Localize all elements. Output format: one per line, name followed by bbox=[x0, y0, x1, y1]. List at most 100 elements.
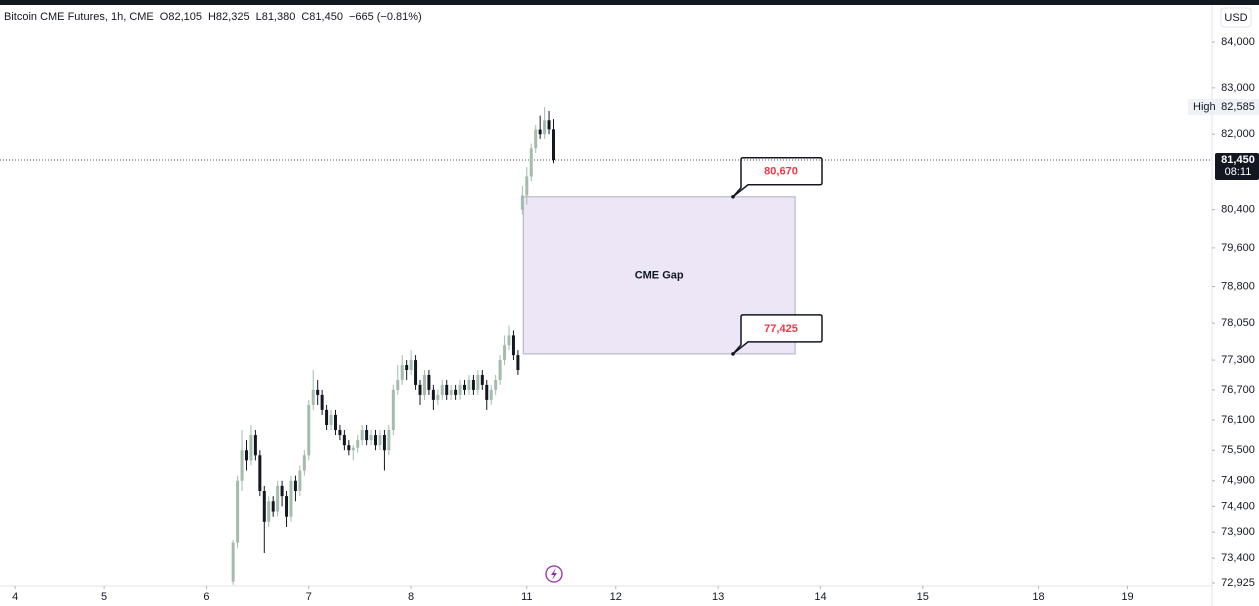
candle-body bbox=[262, 490, 266, 522]
candle-body bbox=[418, 384, 422, 395]
candle-body bbox=[440, 384, 444, 395]
y-tick-label: 74,900 bbox=[1221, 475, 1255, 487]
candle-body bbox=[507, 335, 511, 346]
candle-body bbox=[369, 435, 373, 441]
candle-body bbox=[298, 470, 302, 491]
y-tick-label: 72,925 bbox=[1221, 577, 1255, 589]
candle-body bbox=[320, 394, 324, 410]
callout-box bbox=[732, 157, 823, 198]
candle-body bbox=[534, 129, 538, 149]
callout-box bbox=[732, 314, 823, 355]
candle-body bbox=[387, 430, 391, 451]
last-price-label: 81,450 bbox=[1221, 154, 1255, 166]
candle-body bbox=[449, 389, 453, 395]
x-tick-label: 4 bbox=[12, 591, 18, 603]
high-tag-value: 82,585 bbox=[1221, 101, 1255, 113]
x-tick-label: 14 bbox=[814, 591, 826, 603]
candle-body bbox=[285, 496, 289, 517]
candle-body bbox=[551, 129, 555, 160]
candle-body bbox=[543, 120, 547, 135]
candle-body bbox=[480, 374, 484, 385]
y-tick-label: 76,700 bbox=[1221, 384, 1255, 396]
candle-body bbox=[454, 389, 458, 395]
y-tick-label: 77,300 bbox=[1221, 354, 1255, 366]
candle-body bbox=[409, 360, 413, 370]
candle-body bbox=[333, 414, 337, 431]
candle-body bbox=[485, 384, 489, 400]
candle-body bbox=[405, 365, 409, 370]
candle-body bbox=[476, 374, 480, 390]
candle-body bbox=[414, 360, 418, 385]
candle-body bbox=[347, 445, 351, 451]
candle-body bbox=[422, 374, 426, 395]
countdown: 08:11 bbox=[1225, 166, 1252, 178]
candle-body bbox=[365, 430, 369, 441]
y-tick-label: 78,800 bbox=[1221, 280, 1255, 292]
candle-body bbox=[236, 480, 240, 543]
candle-body bbox=[360, 430, 364, 441]
ohlc-value: L81,380 bbox=[256, 11, 296, 23]
candle-body bbox=[253, 435, 257, 456]
candle-body bbox=[231, 542, 235, 582]
top-bar bbox=[0, 0, 1259, 5]
candle-body bbox=[276, 485, 280, 512]
currency-box[interactable] bbox=[1220, 7, 1252, 28]
x-tick-label: 19 bbox=[1121, 591, 1133, 603]
x-tick-label: 6 bbox=[203, 591, 209, 603]
candle-body bbox=[391, 389, 395, 431]
candle-body bbox=[436, 394, 440, 400]
ohlc-value: O82,105 bbox=[160, 11, 202, 23]
candle-body bbox=[382, 435, 386, 451]
candle-body bbox=[396, 379, 400, 390]
x-tick-label: 8 bbox=[408, 591, 414, 603]
candle-body bbox=[302, 455, 306, 471]
gap-label: CME Gap bbox=[635, 269, 684, 281]
symbol: Bitcoin CME Futures, 1h, CME bbox=[4, 11, 154, 23]
replay-icon[interactable] bbox=[545, 565, 563, 583]
candle-body bbox=[289, 480, 293, 517]
candle-body bbox=[503, 345, 507, 361]
candle-body bbox=[244, 450, 248, 461]
y-tick-label: 84,000 bbox=[1221, 36, 1255, 48]
candle-body bbox=[342, 435, 346, 446]
currency: USD bbox=[1224, 12, 1247, 24]
candle-body bbox=[525, 176, 529, 196]
y-tick-label: 73,400 bbox=[1221, 552, 1255, 564]
candle-body bbox=[351, 447, 355, 451]
candle-body bbox=[325, 409, 329, 425]
last-price-tag bbox=[1215, 152, 1259, 180]
candle-body bbox=[280, 485, 284, 497]
candle-body bbox=[400, 365, 404, 380]
candle-body bbox=[338, 430, 342, 436]
candle-body bbox=[329, 414, 333, 425]
candle-body bbox=[547, 120, 551, 130]
ohlc-value: −665 (−0.81%) bbox=[349, 11, 422, 23]
x-tick-label: 15 bbox=[917, 591, 929, 603]
callout-label: 77,425 bbox=[764, 323, 798, 335]
candle-body bbox=[307, 404, 311, 456]
y-tick-label: 79,600 bbox=[1221, 242, 1255, 254]
y-tick-label: 74,400 bbox=[1221, 500, 1255, 512]
candle-body bbox=[356, 440, 360, 448]
candle-body bbox=[494, 379, 498, 390]
y-tick-label: 80,400 bbox=[1221, 204, 1255, 216]
candle-body bbox=[374, 435, 378, 446]
y-tick-label: 76,100 bbox=[1221, 414, 1255, 426]
candle-body bbox=[316, 389, 320, 395]
x-tick-label: 7 bbox=[306, 591, 312, 603]
callout-label: 80,670 bbox=[764, 166, 798, 178]
candle-body bbox=[311, 389, 315, 405]
candle-body bbox=[511, 335, 515, 356]
candle-body bbox=[529, 148, 533, 177]
candle-body bbox=[458, 384, 462, 395]
y-tick-label: 83,000 bbox=[1221, 82, 1255, 94]
x-tick-label: 18 bbox=[1032, 591, 1044, 603]
x-tick-label: 5 bbox=[101, 591, 107, 603]
high-tag bbox=[1188, 99, 1259, 116]
candle-body bbox=[463, 384, 467, 390]
candle-body bbox=[467, 379, 471, 390]
candle-body bbox=[471, 379, 475, 390]
candle-body bbox=[249, 435, 253, 461]
ohlc-value: H82,325 bbox=[208, 11, 250, 23]
